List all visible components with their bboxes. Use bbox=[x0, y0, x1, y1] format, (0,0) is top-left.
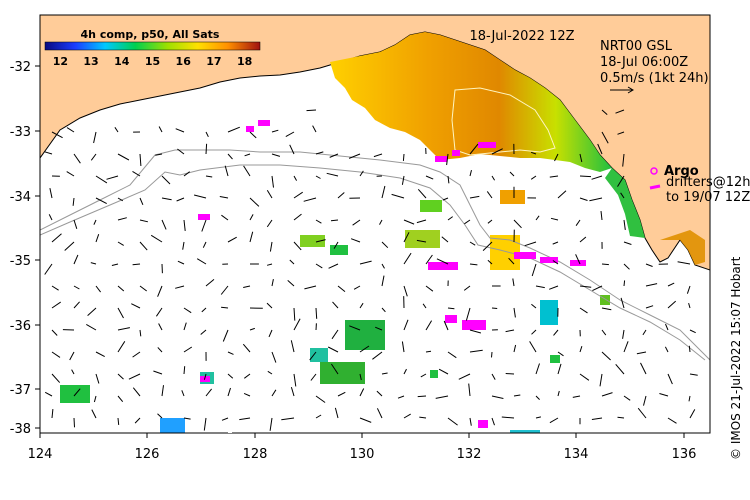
x-tick-label: 134 bbox=[564, 447, 589, 462]
y-tick-label: -38 bbox=[10, 422, 31, 437]
y-tick-label: -34 bbox=[10, 190, 31, 205]
current-vector bbox=[316, 308, 317, 319]
y-tick-label: -35 bbox=[10, 254, 31, 269]
current-vector bbox=[426, 351, 431, 352]
x-tick-label: 126 bbox=[135, 447, 160, 462]
colorbar-tick-label: 12 bbox=[53, 55, 68, 68]
current-scale-label: 0.5m/s (1kt 24h) bbox=[600, 71, 709, 86]
current-vector bbox=[618, 417, 625, 418]
current-vector bbox=[624, 280, 625, 286]
legend-drifters-line1: drifters@12h bbox=[666, 175, 750, 190]
current-vector bbox=[580, 176, 591, 177]
x-tick-label: 124 bbox=[28, 447, 53, 462]
y-tick-label: -33 bbox=[10, 125, 31, 140]
x-tick-label: 132 bbox=[457, 447, 482, 462]
current-vector bbox=[492, 352, 493, 357]
colorbar-tick-label: 13 bbox=[83, 55, 98, 68]
x-tick-label: 136 bbox=[672, 447, 697, 462]
legend-drifters-line2: to 19/07 12Z bbox=[666, 190, 750, 205]
current-vector bbox=[118, 418, 119, 425]
current-model-label: NRT00 GSL bbox=[600, 39, 673, 54]
colorbar-tick-label: 14 bbox=[114, 55, 130, 68]
x-tick-label: 130 bbox=[350, 447, 375, 462]
x-axis: 124 126 128 130 132 134 136 bbox=[28, 433, 697, 462]
current-vector bbox=[206, 144, 207, 154]
current-vector bbox=[331, 220, 338, 221]
current-vector bbox=[492, 308, 497, 309]
colorbar-title: 4h comp, p50, All Sats bbox=[81, 28, 220, 41]
y-tick-label: -36 bbox=[10, 319, 31, 334]
current-vector bbox=[506, 374, 514, 375]
current-vector bbox=[448, 308, 454, 309]
current-vector bbox=[689, 346, 690, 352]
colorbar-tick-label: 16 bbox=[176, 55, 192, 68]
current-vector bbox=[403, 154, 404, 161]
imos-credit: © IMOS 21-Jul-2022 15:07 Hobart bbox=[729, 256, 743, 460]
current-vector bbox=[418, 396, 426, 397]
current-vector bbox=[184, 366, 185, 374]
y-axis: -32 -33 -34 -35 -36 -37 -38 bbox=[10, 60, 40, 437]
current-vector bbox=[307, 110, 317, 111]
x-tick-label: 128 bbox=[243, 447, 268, 462]
y-tick-label: -32 bbox=[10, 60, 31, 75]
colorbar-gradient bbox=[45, 42, 260, 50]
current-time-label: 18-Jul 06:00Z bbox=[600, 55, 688, 70]
current-vector bbox=[602, 264, 609, 265]
colorbar-tick-label: 17 bbox=[206, 55, 221, 68]
drifter-marker-icon bbox=[650, 186, 660, 188]
current-vector bbox=[74, 418, 75, 427]
date-title: 18-Jul-2022 12Z bbox=[470, 29, 575, 44]
colorbar-tick-label: 15 bbox=[145, 55, 160, 68]
colorbar-tick-label: 18 bbox=[237, 55, 252, 68]
y-tick-label: -37 bbox=[10, 383, 31, 398]
